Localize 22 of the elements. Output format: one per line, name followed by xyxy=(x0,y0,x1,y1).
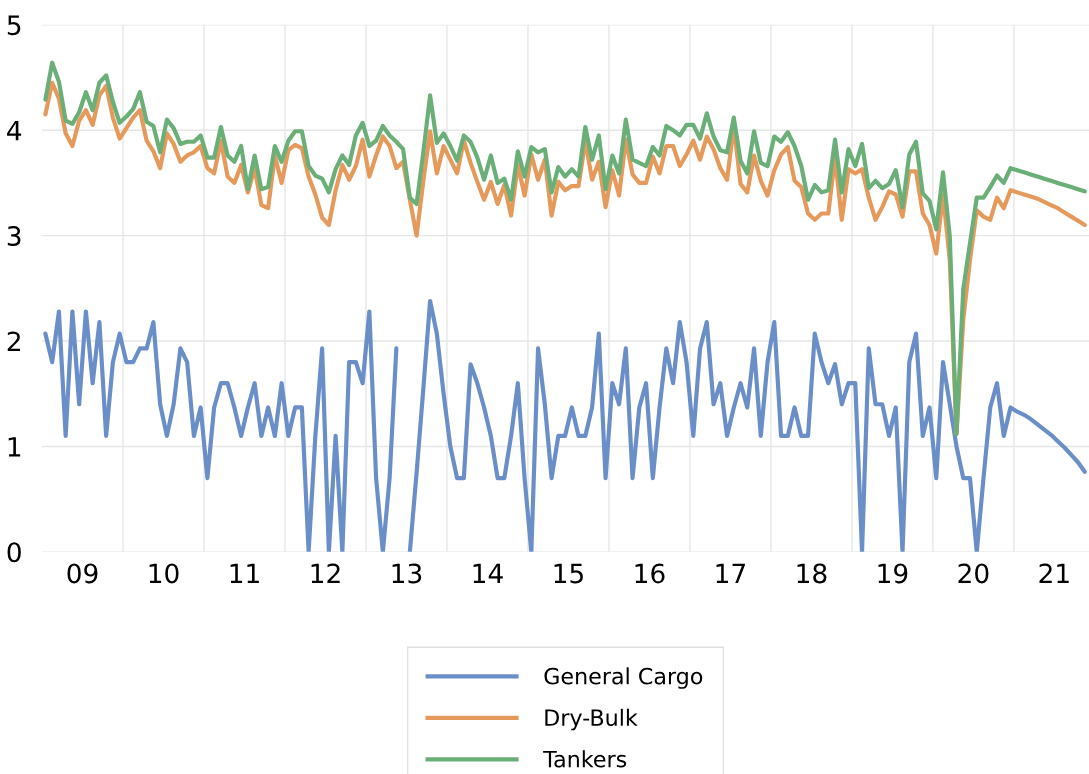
y-tick-label: 2 xyxy=(7,331,20,352)
y-tick-label: 3 xyxy=(7,226,21,247)
legend-label: Dry-Bulk xyxy=(545,708,638,731)
x-tick-label: 19 xyxy=(878,563,908,584)
x-tick-label: 14 xyxy=(473,563,503,584)
x-tick-label: 09 xyxy=(67,563,98,584)
y-tick-label: 1 xyxy=(8,437,21,457)
y-tick-label: 5 xyxy=(7,15,21,36)
x-tick-label: 20 xyxy=(958,563,989,584)
x-tick-label: 11 xyxy=(230,563,259,584)
legend-label: General Cargo xyxy=(544,667,703,689)
x-tick-label: 18 xyxy=(797,563,827,584)
x-tick-label: 16 xyxy=(635,563,665,584)
legend-label: Tankers xyxy=(543,750,627,768)
x-tick-label: 21 xyxy=(1039,563,1069,584)
x-tick-label: 12 xyxy=(311,563,340,584)
x-tick-label: 15 xyxy=(554,563,583,584)
y-tick-label: 4 xyxy=(7,120,22,141)
x-tick-label: 13 xyxy=(392,563,422,584)
y-tick-label: 0 xyxy=(7,542,21,563)
x-tick-label: 10 xyxy=(149,563,179,584)
x-tick-label: 17 xyxy=(716,563,745,584)
